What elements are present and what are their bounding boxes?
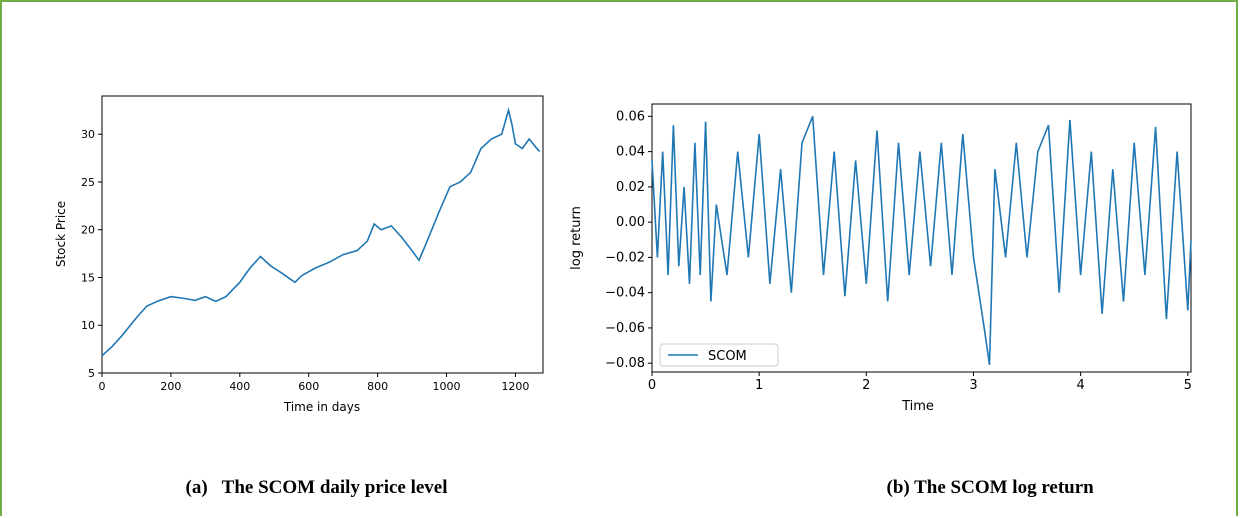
- x-tick-label: 800: [367, 380, 388, 393]
- x-tick-label: 1000: [433, 380, 461, 393]
- y-tick-label: 30: [81, 128, 95, 141]
- x-axis-label: Time: [901, 399, 934, 414]
- x-tick-label: 0: [99, 380, 106, 393]
- caption-b-text: (b) The SCOM log return: [886, 477, 1094, 498]
- plot-area: [101, 95, 544, 374]
- y-tick-label: −0.06: [605, 321, 645, 336]
- x-tick-label: 400: [229, 380, 250, 393]
- y-tick-label: 5: [88, 367, 95, 380]
- legend-label: SCOM: [708, 349, 747, 364]
- y-tick-label: 0.00: [616, 215, 645, 230]
- x-axis-label: Time in days: [283, 400, 360, 414]
- x-tick-label: 200: [160, 380, 181, 393]
- x-tick-label: 1200: [501, 380, 529, 393]
- y-tick-label: 20: [81, 224, 95, 237]
- x-tick-label: 600: [298, 380, 319, 393]
- y-tick-label: 10: [81, 319, 95, 332]
- y-axis-label: log return: [569, 206, 584, 270]
- caption-a-text: The SCOM daily price level: [221, 477, 448, 498]
- y-tick-label: −0.02: [605, 250, 645, 265]
- y-tick-label: 0.04: [616, 145, 645, 160]
- x-tick-label: 5: [1184, 378, 1192, 393]
- y-tick-label: −0.04: [605, 286, 645, 301]
- caption-a-label: (a): [185, 477, 208, 498]
- y-tick-label: 15: [81, 271, 95, 284]
- y-tick-label: 0.06: [616, 109, 645, 124]
- y-tick-label: 25: [81, 176, 95, 189]
- price-line: [101, 107, 541, 357]
- x-tick-label: 3: [969, 378, 977, 393]
- legend-box: [659, 343, 779, 367]
- caption-a: (a) The SCOM daily price level: [176, 455, 448, 499]
- x-tick-label: 1: [755, 378, 763, 393]
- plot-area: [651, 103, 1192, 373]
- x-tick-label: 4: [1076, 378, 1084, 393]
- y-tick-label: −0.08: [605, 356, 645, 371]
- x-tick-label: 2: [862, 378, 870, 393]
- legend: SCOM: [659, 343, 779, 367]
- caption-b: (b) The SCOM log return: [877, 455, 1094, 499]
- x-tick-label: 0: [648, 378, 656, 393]
- y-axis-label: Stock Price: [54, 201, 68, 267]
- y-tick-label: 0.02: [616, 180, 645, 195]
- log-return-line: [651, 116, 1192, 366]
